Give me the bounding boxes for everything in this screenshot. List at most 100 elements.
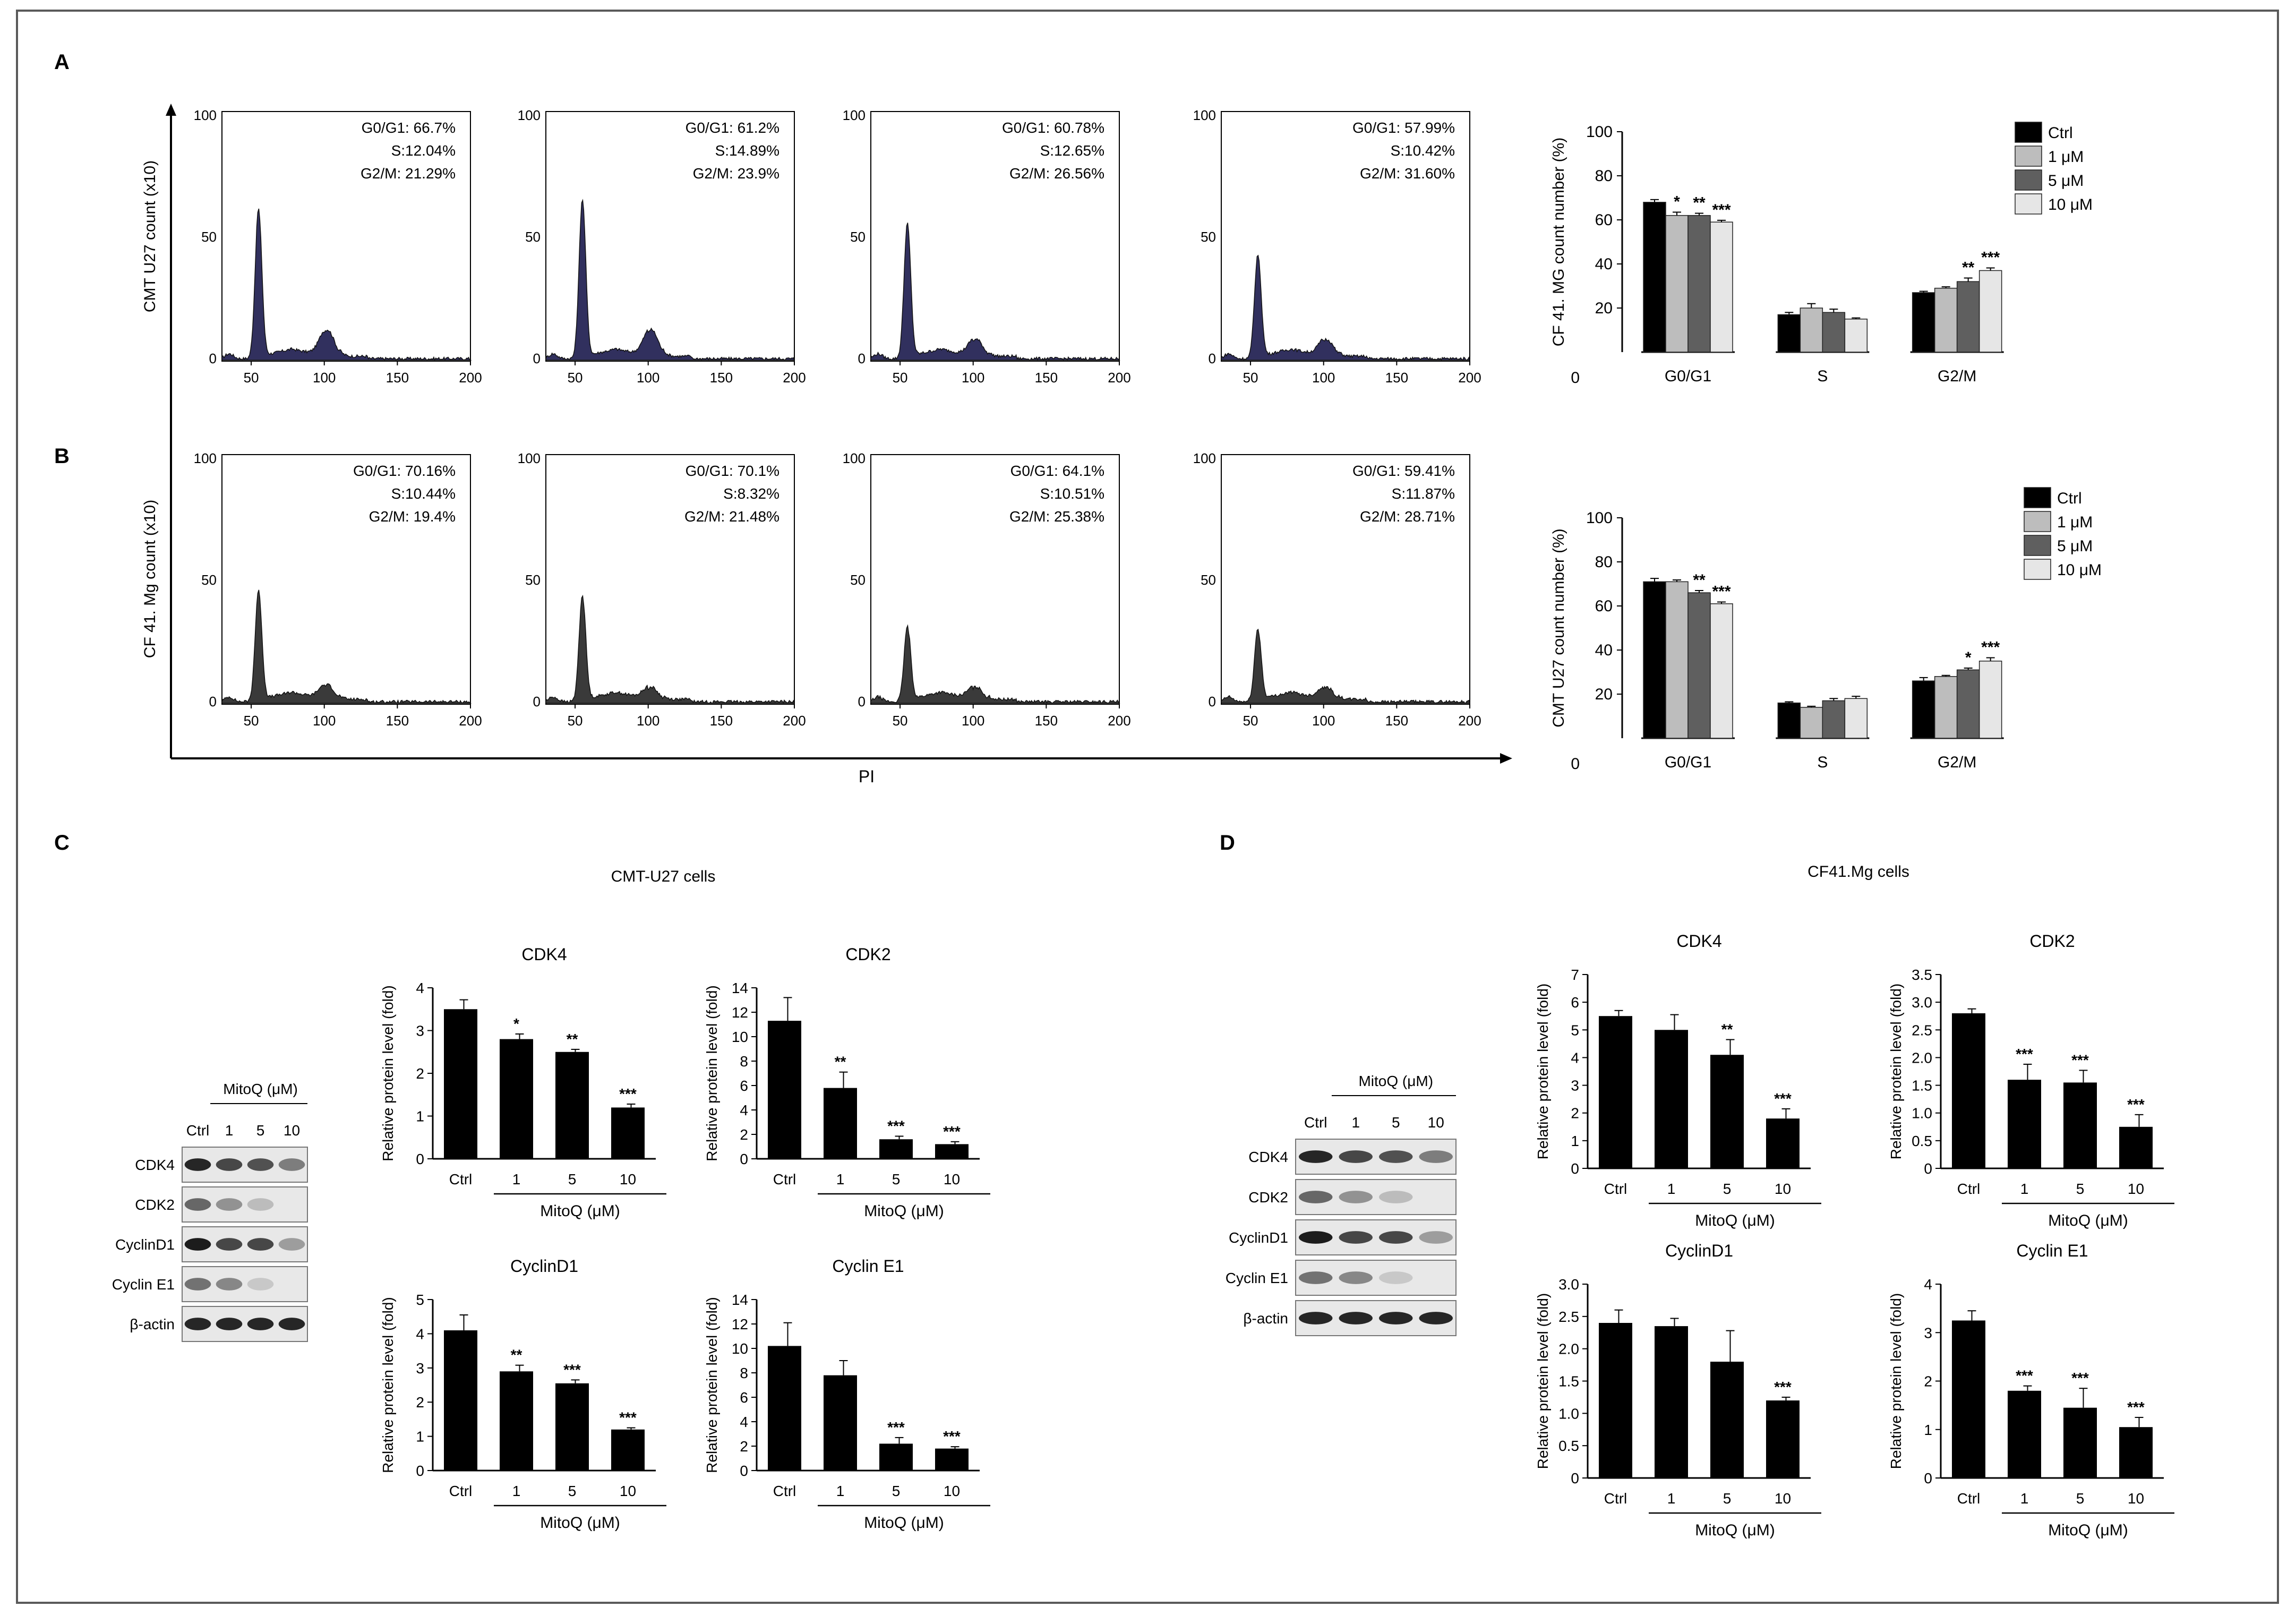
histogram-x-tick: 50 <box>244 370 259 386</box>
histogram-y-tick: 100 <box>194 107 217 123</box>
blot-band <box>1299 1231 1333 1244</box>
histogram-x-tick: 150 <box>386 713 409 729</box>
axis-x-category: 1 <box>1667 1181 1676 1197</box>
blot-band <box>216 1278 243 1291</box>
bar <box>2008 1390 2041 1478</box>
histogram-x-tick: 200 <box>783 370 806 386</box>
histogram-g0g1-stat: G0/G1: 70.1% <box>686 463 779 479</box>
histogram-x-tick: 100 <box>637 713 659 729</box>
bar-Ctrl <box>1912 292 1935 353</box>
axis-x-category: 10 <box>944 1171 960 1187</box>
histogram-y-tick: 50 <box>1201 229 1216 245</box>
blot-band <box>216 1158 243 1171</box>
axis-x-label: MitoQ (μM) <box>1695 1522 1775 1539</box>
histogram-trace <box>221 208 472 361</box>
legend-label: Ctrl <box>2057 490 2082 507</box>
axis-y-tick: 20 <box>1595 300 1613 317</box>
blot-lane-label: 10 <box>284 1122 300 1139</box>
histogram-x-tick: 50 <box>893 370 908 386</box>
histogram-y-tick: 0 <box>533 351 541 366</box>
axis-y-label: CF 41. MG count number (%) <box>1550 138 1567 346</box>
bar <box>1766 1400 1800 1478</box>
axis-y-tick: 5 <box>1571 1022 1579 1038</box>
histogram-y-tick: 50 <box>201 229 217 245</box>
flow-pi-label: PI <box>859 767 875 786</box>
bar <box>500 1039 533 1159</box>
legend-label: 1 μM <box>2048 148 2084 166</box>
legend-swatch <box>2015 146 2042 167</box>
axis-x-category: 1 <box>836 1483 845 1499</box>
axis-y-tick: 2.5 <box>1558 1309 1579 1325</box>
bar-1 μM <box>1934 676 1958 739</box>
histogram-x-tick: 50 <box>568 370 583 386</box>
legend-swatch <box>2015 193 2042 215</box>
blot-protein-label: CDK4 <box>135 1157 175 1173</box>
histogram-x-tick: 100 <box>313 713 336 729</box>
legend-swatch <box>2015 169 2042 191</box>
legend-label: 5 μM <box>2057 537 2093 555</box>
histogram-x-tick: 150 <box>710 713 733 729</box>
axis-x-category: Ctrl <box>773 1483 796 1499</box>
bar-Ctrl <box>1643 581 1666 739</box>
bar <box>768 1346 801 1471</box>
axis-x-label: MitoQ (μM) <box>864 1514 944 1532</box>
axis-y-tick: 6 <box>740 1389 748 1406</box>
blot-protein-label: Cyclin E1 <box>1226 1270 1288 1286</box>
axis-x-category: Ctrl <box>1604 1490 1627 1507</box>
histogram-y-tick: 100 <box>518 450 541 466</box>
legend-swatch <box>2024 535 2051 556</box>
histogram-y-tick: 100 <box>194 450 217 466</box>
blot-lane-label: 5 <box>256 1122 265 1139</box>
histogram-frame <box>1221 111 1470 362</box>
axis-y-tick: 14 <box>732 1292 748 1308</box>
blot-band <box>184 1278 211 1291</box>
legend-swatch <box>2015 122 2042 143</box>
significance-mark: ** <box>567 1031 578 1047</box>
axis-y-label: Relative protein level (fold) <box>1535 1293 1551 1469</box>
histogram-x-tick: 50 <box>1243 713 1258 729</box>
axis-y-tick: 1 <box>416 1108 424 1125</box>
bar-5 μM <box>1956 281 1980 353</box>
significance-mark: ** <box>835 1054 846 1070</box>
bar-10 μM <box>1844 319 1868 353</box>
bar <box>1710 1055 1744 1168</box>
axis-y-tick: 1.5 <box>1558 1373 1579 1390</box>
bar-chart-d-cycline1: Cyclin E1 0 1 2 3 4 Relative protein level (fo… <box>1888 1241 2174 1539</box>
significance-mark: *** <box>563 1361 581 1378</box>
histogram-g0g1-stat: G0/G1: 57.99% <box>1352 119 1455 136</box>
histogram-g2m-stat: G2/M: 26.56% <box>1009 165 1104 182</box>
blot-band <box>1419 1231 1453 1244</box>
blot-lane-label: 10 <box>1428 1114 1444 1131</box>
blot-protein-label: CDK2 <box>135 1197 175 1213</box>
histogram-frame <box>545 454 795 705</box>
histogram-x-tick: 100 <box>962 713 984 729</box>
axis-x-category: 1 <box>2020 1490 2029 1507</box>
histogram-g2m-stat: G2/M: 25.38% <box>1009 508 1104 525</box>
blot-band <box>1379 1271 1413 1284</box>
axis-y-tick: 2 <box>740 1126 748 1143</box>
histogram-y-tick: 50 <box>1201 572 1216 588</box>
chart-title: CyclinD1 <box>510 1257 578 1276</box>
legend-label: 10 μM <box>2057 561 2102 579</box>
legend-label: Ctrl <box>2048 124 2073 142</box>
axis-x-category: G0/G1 <box>1665 754 1711 771</box>
axis-y-tick: 10 <box>732 1340 748 1357</box>
histogram-g0g1-stat: G0/G1: 70.16% <box>353 463 456 479</box>
histogram-s-stat: S:10.42% <box>1391 142 1455 159</box>
axis-y-tick: 0.5 <box>1912 1133 1932 1149</box>
panel-label-d: D <box>1220 831 1235 855</box>
axis-y-tick: 8 <box>740 1053 748 1070</box>
histogram-trace <box>1221 628 1471 704</box>
axis-y-tick: 2 <box>1924 1373 1932 1390</box>
significance-mark: *** <box>2127 1399 2145 1415</box>
histogram-g2m-stat: G2/M: 19.4% <box>369 508 456 525</box>
histogram-x-tick: 100 <box>1312 370 1335 386</box>
histogram-x-tick: 100 <box>1312 713 1335 729</box>
histogram-y-tick: 100 <box>843 450 866 466</box>
axis-x-category: Ctrl <box>1957 1181 1981 1197</box>
bar <box>879 1443 913 1471</box>
blot-band <box>1299 1150 1333 1163</box>
legend-label: 1 μM <box>2057 514 2093 531</box>
axis-y-label: Relative protein level (fold) <box>380 1297 396 1473</box>
bar <box>555 1383 589 1471</box>
